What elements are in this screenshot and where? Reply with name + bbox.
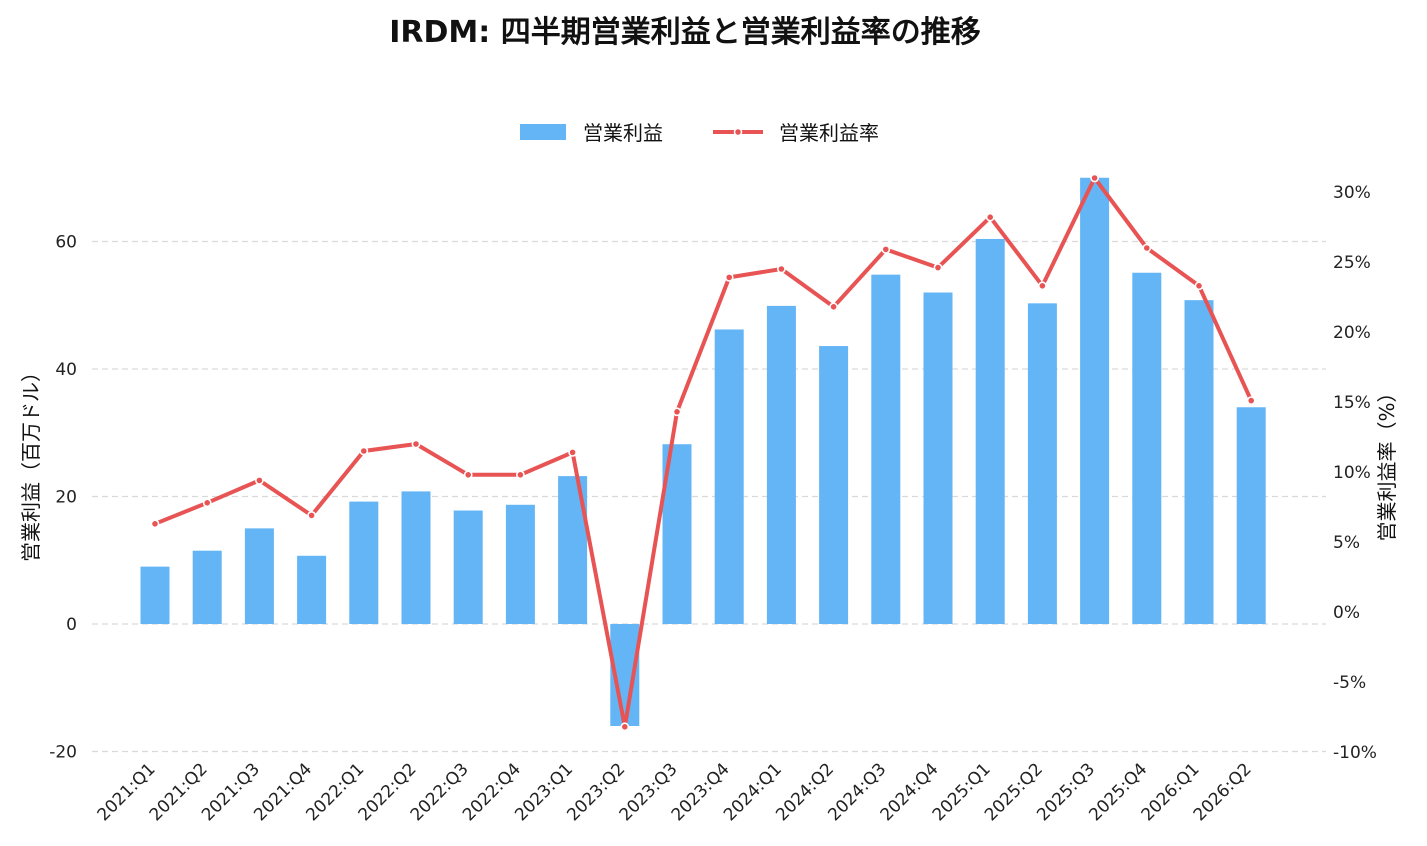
line-point: [463, 470, 473, 480]
line-point: [1142, 243, 1152, 253]
line-point: [1194, 281, 1204, 291]
bar: [401, 491, 431, 624]
y2-tick-label: 15%: [1333, 393, 1371, 413]
x-tick-label: 2026:Q2: [1190, 759, 1256, 825]
line-point: [359, 446, 369, 456]
legend-line-label: 営業利益率: [779, 121, 879, 145]
bar: [871, 274, 901, 624]
bar: [923, 292, 953, 624]
line-point: [620, 722, 630, 732]
line-point: [724, 272, 734, 282]
y-tick-label: 20: [55, 488, 77, 508]
y-axis-right-label: 営業利益率（%）: [1375, 382, 1399, 541]
y2-tick-label: 5%: [1333, 533, 1360, 553]
line-point: [985, 212, 995, 222]
line-point: [933, 263, 943, 272]
bar: [349, 501, 379, 624]
chart-title: IRDM: 四半期営業利益と営業利益率の推移: [389, 15, 980, 50]
legend: 営業利益 営業利益率: [520, 121, 879, 145]
line-point: [411, 439, 421, 449]
bar: [1027, 303, 1057, 624]
x-axis-ticks: 2021:Q12021:Q22021:Q32021:Q42022:Q12022:…: [94, 759, 1256, 825]
bar: [1132, 272, 1162, 624]
legend-bar-label: 営業利益: [583, 121, 663, 145]
bar: [505, 504, 535, 624]
y2-tick-label: 20%: [1333, 323, 1371, 343]
line-point: [202, 498, 212, 508]
bar: [819, 346, 849, 624]
y2-tick-label: -10%: [1333, 743, 1377, 763]
legend-bar-swatch: [520, 124, 566, 140]
line-point: [881, 244, 891, 254]
line-series: [150, 173, 1256, 732]
y-tick-label: 0: [66, 615, 77, 635]
bar: [714, 329, 744, 624]
y-axis-left-label: 営業利益（百万ドル）: [19, 362, 43, 562]
line-point: [1246, 396, 1256, 405]
y-tick-label: -20: [49, 743, 77, 763]
line-point: [516, 470, 525, 480]
y2-tick-label: -5%: [1333, 673, 1366, 693]
bar: [453, 510, 483, 624]
bar: [1184, 300, 1214, 624]
y2-tick-label: 0%: [1333, 603, 1360, 623]
y-tick-label: 60: [55, 233, 77, 253]
y-tick-label: 40: [55, 360, 77, 380]
line-point: [568, 447, 577, 457]
line-point: [254, 475, 264, 485]
y2-tick-label: 30%: [1333, 183, 1371, 203]
bar: [297, 555, 327, 624]
line-point: [1090, 173, 1099, 183]
line-point: [829, 302, 838, 312]
bar: [766, 305, 796, 624]
line-point: [672, 407, 682, 417]
bar: [1080, 177, 1110, 624]
y-axis-left-ticks: -20 0 20 40 60: [49, 233, 77, 763]
line-point: [150, 519, 160, 529]
bar: [192, 550, 222, 624]
bar: [140, 566, 170, 624]
line-point: [1038, 281, 1047, 291]
bar: [1236, 407, 1266, 624]
y-axis-right-ticks: -10% -5% 0% 5% 10% 15% 20% 25% 30%: [1333, 183, 1377, 763]
bar: [975, 238, 1005, 624]
y2-tick-label: 25%: [1333, 253, 1371, 273]
line-path: [153, 176, 1254, 729]
legend-line-marker: [733, 127, 743, 137]
line-point: [307, 511, 316, 520]
bar-series: [140, 177, 1266, 726]
bar: [244, 528, 274, 624]
line-point: [777, 264, 786, 274]
y2-tick-label: 10%: [1333, 463, 1371, 483]
